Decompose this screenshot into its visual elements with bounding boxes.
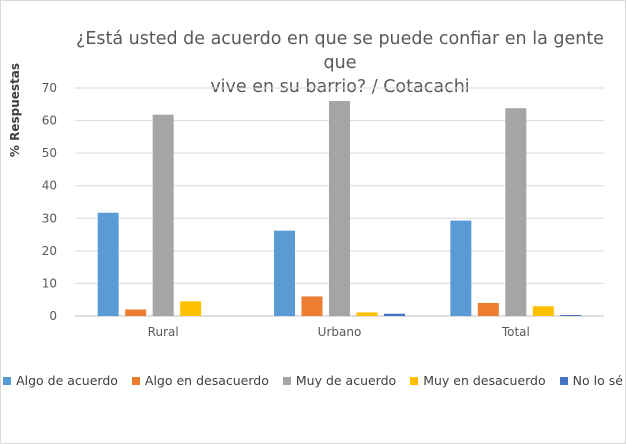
bar [450,220,472,316]
x-tick-label: Rural [148,325,179,339]
bar [356,312,378,316]
bar [560,315,582,316]
bar [301,296,323,316]
legend-item: Algo en desacuerdo [131,373,269,388]
legend-label: No lo sé [572,373,623,388]
bar [477,302,499,316]
chart-title-line-2: vive en su barrio? / Cotacachi [210,77,470,97]
legend-swatch [131,376,140,385]
bar [505,108,527,317]
legend-swatch [410,376,419,385]
legend-swatch [282,376,291,385]
x-tick-label: Urbano [318,325,362,339]
bar [152,114,174,316]
legend-label: Muy de acuerdo [295,373,397,388]
chart-legend: Algo de acuerdo Algo en desacuerdo Muy de … [0,373,626,388]
legend-swatch [3,376,12,385]
legend-item: Algo de acuerdo [3,373,118,388]
y-tick-label: 50 [42,146,57,160]
chart-title: ¿Está usted de acuerdo en que se puede c… [60,27,620,99]
legend-item: Muy de acuerdo [282,373,397,388]
legend-label: Algo en desacuerdo [144,373,269,388]
bar [384,313,405,316]
legend-label: Muy en desacuerdo [423,373,546,388]
y-tick-label: 40 [42,179,57,193]
legend-item: No lo sé [559,373,623,388]
y-tick-label: 20 [42,244,57,258]
x-tick-label: Total [501,325,530,339]
bar [97,212,119,316]
legend-item: Muy en desacuerdo [410,373,546,388]
bar [274,230,295,316]
bar [532,306,554,316]
y-tick-label: 60 [42,114,57,128]
bar [125,309,147,316]
bar [329,101,350,317]
y-tick-label: 0 [49,309,57,323]
legend-swatch [559,376,568,385]
bar [180,301,202,316]
y-tick-label: 10 [42,276,57,290]
legend-label: Algo de acuerdo [16,373,118,388]
chart-title-line-1: ¿Está usted de acuerdo en que se puede c… [76,29,604,73]
y-tick-label: 30 [42,211,57,225]
y-tick-label: 70 [42,81,57,95]
